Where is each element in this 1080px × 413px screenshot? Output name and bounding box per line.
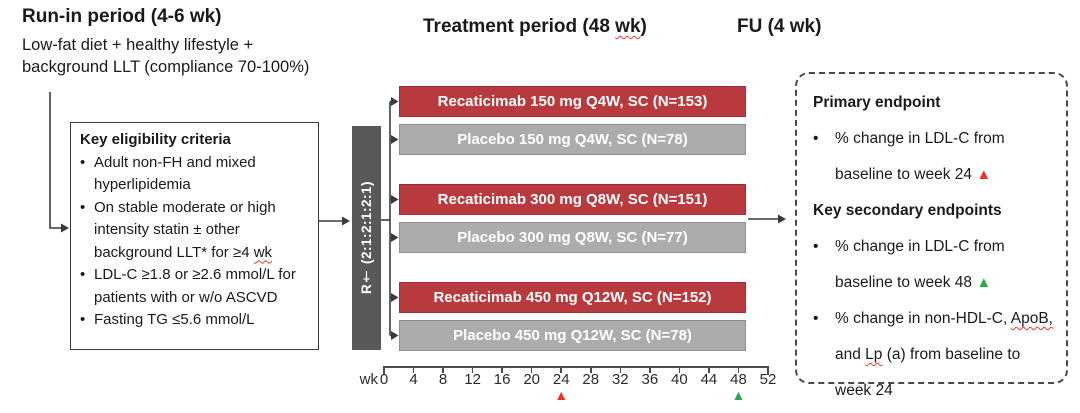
primary-endpoint-bullet: • % change in LDL-C from baseline to wee… [813, 121, 1058, 193]
branch-arrowhead [391, 97, 399, 106]
bullet-text: LDL-C ≥1.8 or ≥2.6 mmol/L for patients w… [94, 266, 296, 306]
runin-to-eligibility-arrowhead [61, 223, 69, 233]
endpoints-panel: Primary endpoint • % change in LDL-C fro… [795, 72, 1068, 399]
arms-to-endpoints-arrowhead [778, 214, 786, 224]
secondary-bullet-2-part3: (a) from baseline to week 24 [835, 346, 1021, 399]
axis-tick-label: 12 [464, 371, 481, 388]
axis-tick-label: 48 [730, 371, 747, 388]
arm-bar-placebo: Placebo 300 mg Q8W, SC (N=77) [399, 222, 746, 253]
treatment-title-wk: wk [615, 16, 641, 37]
branch-arrowhead [391, 293, 399, 302]
axis-tick-label: 20 [523, 371, 541, 388]
branch-arrowhead [391, 195, 399, 204]
apob-squiggle-text: ApoB, [1010, 310, 1053, 327]
axis-tick [678, 366, 681, 373]
axis-tick-label: 16 [493, 371, 511, 388]
axis-marker-week24: ▲ [554, 387, 569, 403]
axis-tick [383, 366, 385, 375]
axis-tick [737, 366, 740, 373]
week-axis-unit-label: wk [359, 371, 378, 388]
secondary-bullet-2-part1: % change in non-HDL-C, [835, 310, 1011, 327]
eligibility-to-randomization-arrowhead [342, 216, 350, 226]
axis-tick [649, 366, 651, 373]
eligibility-bullet: • Adult non-FH and mixed hyperlipidemia [80, 152, 312, 197]
eligibility-bullet-list: • Adult non-FH and mixed hyperlipidemia • O… [80, 152, 312, 332]
fu-period-title: FU (4 wk) [737, 16, 822, 37]
bullet-icon: • [80, 198, 86, 216]
arm-bar-active: Recaticimab 300 mg Q8W, SC (N=151) [399, 184, 746, 215]
axis-tick-label: 4 [409, 371, 418, 388]
bullet-text: % change in LDL-C from baseline to week … [835, 121, 1058, 193]
treatment-arms: Recaticimab 150 mg Q4W, SC (N=153) Placeb… [399, 86, 746, 380]
axis-tick-label: 36 [641, 371, 659, 388]
runin-period-title: Run-in period (4-6 wk) [22, 6, 222, 27]
axis-tick [530, 366, 533, 373]
bullet-icon: • [813, 238, 819, 255]
secondary-bullet-1-text: % change in LDL-C from baseline to week … [835, 238, 1005, 291]
bullet-icon: • [813, 310, 819, 327]
runin-line-2: background LLT (compliance 70-100%) [22, 57, 310, 76]
branch-arrowhead [391, 331, 399, 340]
axis-tick-label: 32 [611, 371, 629, 388]
eligibility-title: Key eligibility criteria [80, 131, 231, 148]
axis-tick [501, 366, 503, 373]
arm-bar-placebo: Placebo 150 mg Q4W, SC (N=78) [399, 124, 746, 155]
triangle-week24-icon: ▲ [976, 166, 992, 183]
runin-line-1: Low-fat diet + healthy lifestyle + [22, 36, 254, 54]
axis-tick-label: 8 [438, 371, 448, 388]
bullet-icon: • [80, 266, 86, 283]
secondary-bullet-2-part2: and [835, 346, 866, 363]
triangle-week48-icon: ▲ [976, 274, 992, 291]
bullet-text: % change in non-HDL-C, ApoB, and Lp (a) … [835, 301, 1058, 409]
primary-bullet-text: % change in LDL-C from baseline to week … [835, 130, 1005, 183]
bullet-icon: • [80, 153, 86, 171]
axis-tick-label: 28 [582, 371, 600, 388]
secondary-endpoint-bullet-1: • % change in LDL-C from baseline to wee… [813, 229, 1058, 301]
treatment-title-close: ) [640, 16, 647, 37]
eligibility-bullet: • On stable moderate or high intensity st… [80, 197, 312, 265]
branch-arrowhead [391, 135, 399, 144]
axis-tick [471, 366, 474, 373]
axis-line [384, 366, 768, 368]
axis-tick-label: 44 [700, 371, 718, 388]
arm-bar-active: Recaticimab 150 mg Q4W, SC (N=153) [399, 86, 746, 117]
bullet-text: Fasting TG ≤5.6 mmol/L [94, 311, 255, 328]
arm-bar-active: Recaticimab 450 mg Q12W, SC (N=152) [399, 282, 746, 313]
randomization-box: R† (2:1:2:1:2:1) [352, 126, 381, 350]
bullet-text: On stable moderate or high intensity sta… [94, 198, 276, 261]
randomization-label: R† (2:1:2:1:2:1) [359, 181, 374, 295]
axis-marker-week48: ▲ [731, 387, 746, 403]
secondary-endpoints-heading: Key secondary endpoints [813, 202, 1002, 219]
primary-endpoint-heading: Primary endpoint [813, 94, 941, 111]
secondary-endpoint-bullet-2: • % change in non-HDL-C, ApoB, and Lp (a… [813, 301, 1058, 409]
axis-tick [442, 366, 444, 373]
axis-tick [708, 366, 710, 373]
branch-arrowhead [391, 233, 399, 242]
axis-tick [412, 366, 415, 373]
bullet-icon: • [813, 130, 819, 147]
arm-bar-placebo: Placebo 450 mg Q12W, SC (N=78) [399, 320, 746, 351]
bullet-text: % change in LDL-C from baseline to week … [835, 229, 1058, 301]
axis-tick [560, 366, 563, 373]
eligibility-bullet: • Fasting TG ≤5.6 mmol/L [80, 309, 312, 332]
eligibility-bullet: • LDL-C ≥1.8 or ≥2.6 mmol/L for patients … [80, 264, 312, 309]
treatment-period-title: Treatment period (48 wk) [423, 16, 647, 38]
axis-tick [589, 366, 592, 373]
runin-period-block: Run-in period (4-6 wk) Low-fat diet + he… [22, 6, 309, 78]
treatment-title-text: Treatment period (48 [423, 16, 616, 37]
axis-tick [767, 366, 769, 375]
axis-tick-label: 40 [671, 371, 688, 388]
lp-squiggle-text: Lp [865, 346, 883, 363]
runin-to-eligibility-arrow-line [49, 92, 62, 229]
eligibility-box: Key eligibility criteria • Adult non-FH a… [70, 122, 319, 350]
axis-tick-label: 0 [379, 371, 389, 388]
bullet-icon: • [80, 311, 86, 328]
axis-tick-label: 52 [759, 371, 777, 388]
axis-tick [619, 366, 622, 373]
axis-tick-label: 24 [552, 371, 570, 388]
bullet-text: Adult non-FH and mixed hyperlipidemia [94, 153, 256, 194]
